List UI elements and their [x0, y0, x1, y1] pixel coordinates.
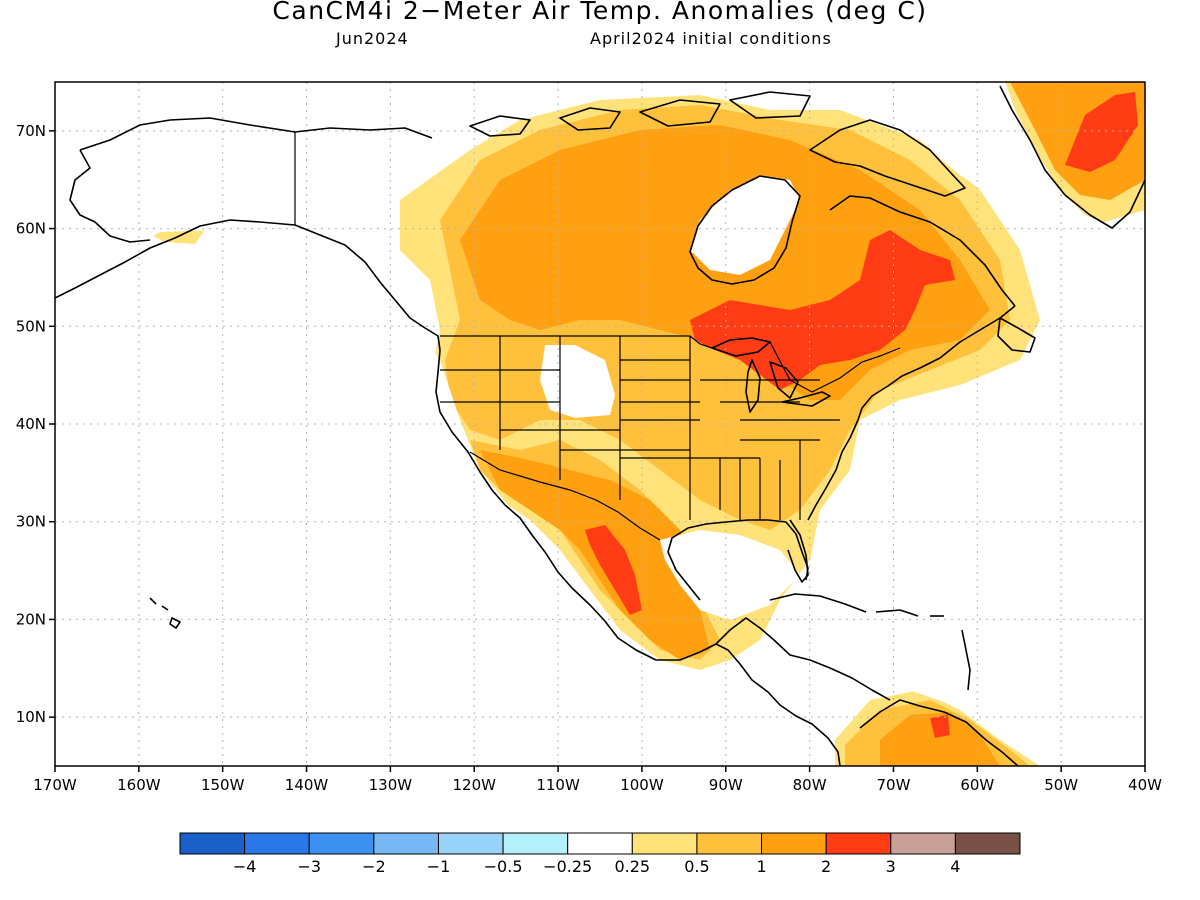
- lon-tick-label: 160W: [117, 776, 161, 794]
- colorbar-swatch: [825, 832, 892, 855]
- alaska-west-coast: [69, 149, 151, 243]
- us-mexico-border: [469, 451, 661, 541]
- alaska-coast: [55, 219, 841, 766]
- cuba: [769, 593, 867, 613]
- lon-tick-label: 50W: [1044, 776, 1078, 794]
- coastlines: [55, 85, 1145, 766]
- neutral-caribbean: [760, 590, 1145, 766]
- lon-tick-label: 100W: [620, 776, 664, 794]
- hudson-bay: [689, 175, 801, 285]
- lon-tick-label: 120W: [452, 776, 496, 794]
- lon-tick-label: 150W: [201, 776, 245, 794]
- great-lakes-michigan: [745, 359, 761, 413]
- map-title: CanCM4i 2−Meter Air Temp. Anomalies (deg…: [272, 0, 928, 25]
- lat-tick-label: 50N: [16, 317, 46, 335]
- anomaly-region-hot-eastcanada: [690, 230, 955, 390]
- neutral-hudson-bay: [690, 175, 800, 275]
- lat-tick-label: 60N: [16, 220, 46, 238]
- arctic-islands-4: [729, 91, 811, 119]
- anomaly-region-hot-mexico: [585, 525, 642, 615]
- newfoundland: [997, 317, 1036, 353]
- anomaly-shading: [55, 82, 1145, 766]
- greenland-coast: [999, 85, 1145, 229]
- colorbar-label: −4: [233, 857, 257, 876]
- hawaii-2: [161, 605, 169, 611]
- neutral-rockies: [540, 345, 615, 418]
- arctic-islands-2: [559, 107, 621, 131]
- neutral-north-atlantic: [1035, 210, 1145, 340]
- forecast-month: Jun2024: [336, 29, 409, 48]
- neutral-alaska: [55, 82, 400, 300]
- lat-tick-label: 30N: [16, 513, 46, 531]
- lon-tick-label: 140W: [285, 776, 329, 794]
- colorbar-swatch: [437, 832, 504, 855]
- colorbar-label: −3: [297, 857, 321, 876]
- neutral-atlantic: [810, 330, 1145, 610]
- labrador: [829, 195, 1016, 307]
- colorbar-swatch: [567, 832, 633, 855]
- hispaniola: [875, 609, 919, 617]
- lon-tick-label: 90W: [709, 776, 743, 794]
- colorbar-swatch: [373, 832, 439, 855]
- colorbar-label: −0.5: [484, 857, 523, 876]
- colorbar-swatch: [244, 832, 310, 855]
- colorbar-swatch: [761, 832, 827, 855]
- colorbar-label: −2: [362, 857, 386, 876]
- south-america-coast: [859, 699, 1019, 766]
- colorbar-swatch: [631, 832, 698, 855]
- lat-tick-label: 20N: [16, 610, 46, 628]
- lon-tick-label: 80W: [793, 776, 827, 794]
- neutral-baffin: [930, 82, 1050, 215]
- state-lines-east: [700, 379, 840, 520]
- lon-tick-label: 110W: [536, 776, 580, 794]
- florida: [787, 519, 809, 583]
- longitude-axis: 170W 160W 150W 140W 130W 120W 110W 100W 90W 80W 70…: [33, 766, 1162, 794]
- colorbar-label: 2: [821, 857, 831, 876]
- colorbar-swatch: [502, 832, 569, 855]
- state-lines-central: [619, 336, 760, 520]
- neutral-gulf: [660, 530, 800, 620]
- colorbar-swatch: [696, 832, 763, 855]
- colorbar: −4 −3 −2 −1 −0.5 −0.25 0.25 0.5 1 2 3 4: [179, 832, 1021, 876]
- colorbar-label: 0.5: [684, 857, 709, 876]
- anomaly-region-hot-greenland: [1065, 92, 1138, 172]
- lon-tick-label: 130W: [369, 776, 413, 794]
- colorbar-swatch: [890, 832, 956, 855]
- colorbar-label: −1: [427, 857, 451, 876]
- anomaly-region-strong-sa: [880, 712, 1000, 766]
- colorbar-swatch: [308, 832, 375, 855]
- great-lakes-erie: [781, 391, 831, 407]
- colorbar-label: 3: [886, 857, 896, 876]
- state-lines-west: [440, 336, 690, 500]
- colorbar-label: 1: [756, 857, 766, 876]
- central-america: [715, 617, 891, 701]
- hawaii-3: [169, 617, 181, 629]
- arctic-islands-3: [639, 99, 721, 127]
- colorbar-label: 0.25: [614, 857, 650, 876]
- baffin-island: [809, 119, 966, 197]
- lesser-antilles: [961, 629, 971, 691]
- colorbar-swatch: [954, 832, 1021, 855]
- initial-conditions-label: April2024 initial conditions: [590, 29, 832, 48]
- anomaly-region-hot-sa: [930, 715, 950, 738]
- lat-tick-label: 10N: [16, 708, 46, 726]
- lat-tick-label: 40N: [16, 415, 46, 433]
- atlantic-coast: [807, 305, 1016, 521]
- lat-tick-label: 70N: [16, 122, 46, 140]
- hawaii-1: [149, 597, 157, 605]
- political-borders: [294, 132, 901, 541]
- colorbar-label: 4: [950, 857, 960, 876]
- lon-tick-label: 170W: [33, 776, 77, 794]
- colorbar-swatch: [179, 832, 246, 855]
- colorbar-label: −0.25: [543, 857, 592, 876]
- arctic-islands-1: [469, 115, 531, 137]
- lon-tick-label: 40W: [1128, 776, 1162, 794]
- lon-tick-label: 70W: [877, 776, 911, 794]
- lon-tick-label: 60W: [960, 776, 994, 794]
- gulf-coast: [667, 519, 809, 601]
- latitude-axis: 10N 20N 30N 40N 50N 60N 70N: [16, 122, 55, 726]
- alaska-north-coast: [79, 117, 433, 151]
- neutral-pacific: [55, 300, 835, 766]
